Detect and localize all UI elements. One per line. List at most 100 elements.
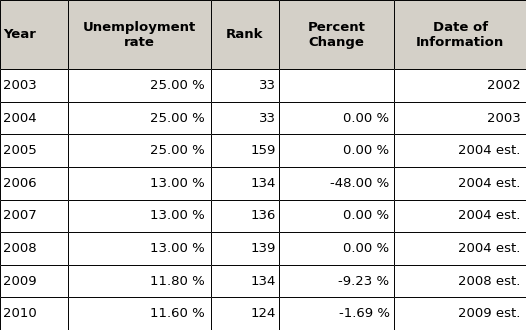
Bar bbox=[394, 232, 526, 265]
Bar bbox=[68, 297, 211, 330]
Bar bbox=[0, 134, 68, 167]
Text: 33: 33 bbox=[259, 79, 276, 92]
Bar bbox=[0, 69, 68, 102]
Bar bbox=[394, 265, 526, 297]
Bar bbox=[394, 134, 526, 167]
Text: 2005: 2005 bbox=[3, 144, 36, 157]
Text: 0.00 %: 0.00 % bbox=[343, 242, 390, 255]
Bar bbox=[211, 0, 279, 69]
Bar bbox=[68, 265, 211, 297]
Bar bbox=[279, 69, 394, 102]
Text: 2010: 2010 bbox=[3, 307, 36, 320]
Bar bbox=[394, 69, 526, 102]
Bar bbox=[68, 232, 211, 265]
Text: 2008 est.: 2008 est. bbox=[458, 275, 521, 288]
Bar bbox=[211, 102, 279, 134]
Bar bbox=[279, 200, 394, 232]
Text: -48.00 %: -48.00 % bbox=[330, 177, 390, 190]
Bar bbox=[279, 297, 394, 330]
Bar bbox=[279, 232, 394, 265]
Bar bbox=[211, 297, 279, 330]
Bar bbox=[68, 0, 211, 69]
Text: 124: 124 bbox=[251, 307, 276, 320]
Text: 2003: 2003 bbox=[487, 112, 521, 125]
Bar bbox=[279, 265, 394, 297]
Text: 2003: 2003 bbox=[3, 79, 36, 92]
Bar bbox=[279, 69, 394, 102]
Bar bbox=[211, 200, 279, 232]
Bar bbox=[211, 200, 279, 232]
Text: 2004: 2004 bbox=[3, 112, 36, 125]
Bar bbox=[0, 134, 68, 167]
Bar bbox=[394, 102, 526, 134]
Bar bbox=[211, 134, 279, 167]
Bar bbox=[0, 200, 68, 232]
Bar bbox=[211, 232, 279, 265]
Bar bbox=[68, 265, 211, 297]
Bar bbox=[279, 134, 394, 167]
Bar bbox=[0, 167, 68, 200]
Bar bbox=[0, 297, 68, 330]
Bar bbox=[68, 134, 211, 167]
Bar bbox=[68, 0, 211, 69]
Text: 25.00 %: 25.00 % bbox=[150, 144, 205, 157]
Text: -9.23 %: -9.23 % bbox=[339, 275, 390, 288]
Bar bbox=[68, 69, 211, 102]
Text: 2009 est.: 2009 est. bbox=[458, 307, 521, 320]
Text: 2004 est.: 2004 est. bbox=[458, 210, 521, 222]
Bar bbox=[211, 69, 279, 102]
Bar bbox=[279, 167, 394, 200]
Text: Rank: Rank bbox=[226, 28, 264, 41]
Bar bbox=[68, 200, 211, 232]
Bar bbox=[211, 102, 279, 134]
Bar bbox=[211, 69, 279, 102]
Bar bbox=[394, 200, 526, 232]
Bar bbox=[279, 232, 394, 265]
Bar bbox=[394, 297, 526, 330]
Bar bbox=[68, 102, 211, 134]
Bar bbox=[0, 69, 68, 102]
Bar bbox=[279, 0, 394, 69]
Bar bbox=[279, 102, 394, 134]
Bar bbox=[279, 265, 394, 297]
Text: 0.00 %: 0.00 % bbox=[343, 144, 390, 157]
Text: 134: 134 bbox=[251, 177, 276, 190]
Bar bbox=[394, 102, 526, 134]
Bar bbox=[68, 297, 211, 330]
Text: 11.80 %: 11.80 % bbox=[150, 275, 205, 288]
Text: 136: 136 bbox=[251, 210, 276, 222]
Bar bbox=[394, 0, 526, 69]
Text: 159: 159 bbox=[251, 144, 276, 157]
Bar bbox=[0, 232, 68, 265]
Text: 13.00 %: 13.00 % bbox=[150, 210, 205, 222]
Bar bbox=[211, 167, 279, 200]
Bar bbox=[211, 232, 279, 265]
Bar bbox=[0, 232, 68, 265]
Bar bbox=[68, 232, 211, 265]
Text: 13.00 %: 13.00 % bbox=[150, 177, 205, 190]
Text: 2007: 2007 bbox=[3, 210, 36, 222]
Bar bbox=[279, 0, 394, 69]
Text: 139: 139 bbox=[251, 242, 276, 255]
Bar bbox=[394, 0, 526, 69]
Bar bbox=[394, 232, 526, 265]
Text: Unemployment
rate: Unemployment rate bbox=[83, 21, 196, 49]
Bar bbox=[68, 69, 211, 102]
Text: 2006: 2006 bbox=[3, 177, 36, 190]
Bar bbox=[279, 102, 394, 134]
Bar bbox=[394, 69, 526, 102]
Bar bbox=[68, 167, 211, 200]
Bar bbox=[0, 102, 68, 134]
Text: 2008: 2008 bbox=[3, 242, 36, 255]
Bar bbox=[68, 200, 211, 232]
Bar bbox=[211, 265, 279, 297]
Bar bbox=[394, 167, 526, 200]
Text: Date of
Information: Date of Information bbox=[416, 21, 504, 49]
Bar bbox=[394, 297, 526, 330]
Bar bbox=[211, 167, 279, 200]
Text: 2009: 2009 bbox=[3, 275, 36, 288]
Bar bbox=[68, 167, 211, 200]
Bar bbox=[279, 200, 394, 232]
Bar bbox=[68, 102, 211, 134]
Bar bbox=[211, 265, 279, 297]
